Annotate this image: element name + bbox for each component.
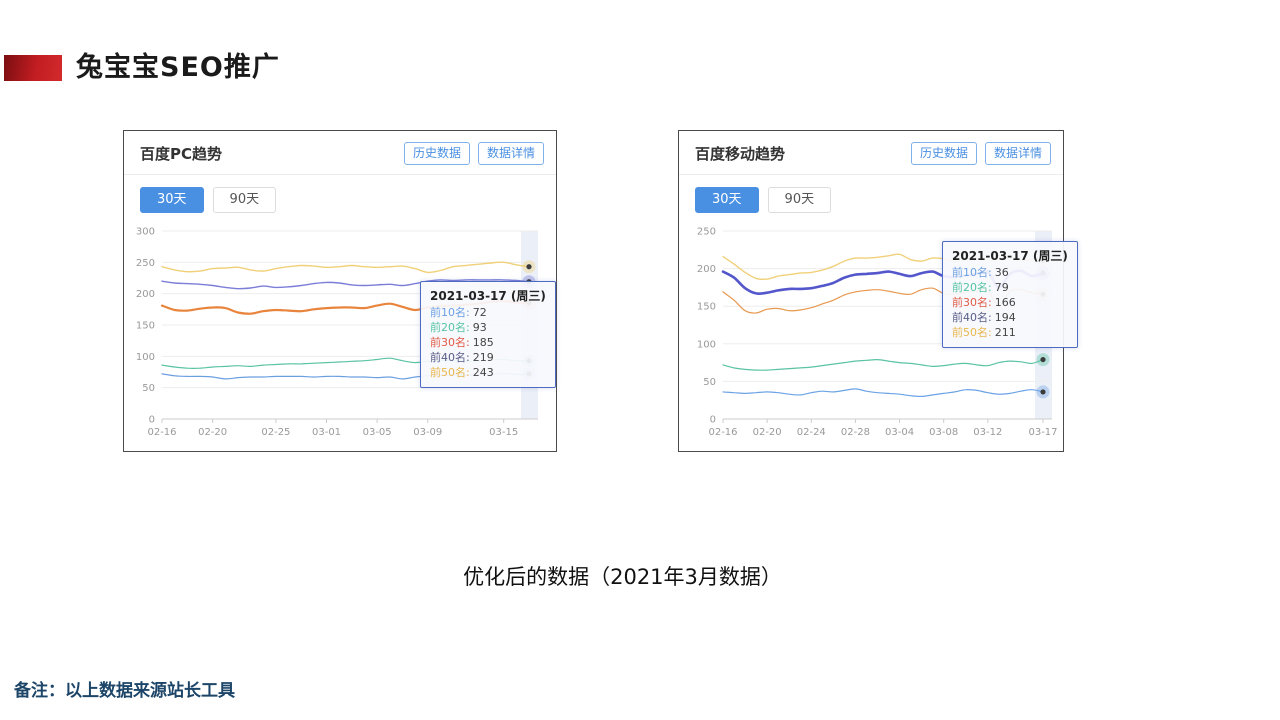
tooltip-row-label: 前10名: — [430, 306, 470, 320]
card-buttons: 历史数据 数据详情 — [910, 142, 1051, 165]
caption-text: 优化后的数据（2021年3月数据） — [463, 565, 782, 589]
chart-title: 百度PC趋势 — [140, 144, 223, 163]
page-title: 兔宝宝SEO推广 — [76, 52, 280, 83]
tooltip-row-label: 前20名: — [952, 281, 992, 295]
svg-text:250: 250 — [136, 258, 155, 269]
tab-90-days[interactable]: 90天 — [767, 186, 832, 213]
tooltip-row-value: 243 — [472, 365, 494, 379]
history-data-button[interactable]: 历史数据 — [403, 142, 470, 165]
tooltip-date: 2021-03-17 (周三) — [430, 288, 546, 303]
tooltip-row: 前50名: 211 — [952, 326, 1068, 341]
tooltip-row: 前50名: 243 — [430, 366, 546, 381]
baidu-mobile-trend-card: 百度移动趋势 历史数据 数据详情 30天 90天 0 50 100 150 200 250… — [678, 130, 1078, 452]
tab-30-days[interactable]: 30天 — [695, 186, 759, 213]
data-detail-button[interactable]: 数据详情 — [984, 142, 1051, 165]
mobile-trend-chart-area[interactable]: 0 50 100 150 200 250 02-16 02-20 02-24 02-28 03-04… — [679, 217, 1078, 457]
svg-text:50: 50 — [703, 377, 716, 388]
svg-text:0: 0 — [710, 414, 716, 425]
card-header: 百度移动趋势 历史数据 数据详情 — [679, 131, 1063, 175]
tooltip-row-value: 93 — [472, 321, 487, 335]
pc-trend-chart-area[interactable]: 0 50 100 150 200 250 300 02-16 02-20 02-25 03-01 03… — [124, 217, 556, 457]
svg-text:02-16: 02-16 — [708, 427, 737, 438]
svg-text:03-09: 03-09 — [413, 427, 442, 438]
tooltip-row-label: 前20名: — [430, 321, 470, 335]
tooltip-row: 前20名: 79 — [952, 281, 1068, 296]
svg-text:50: 50 — [142, 383, 155, 394]
tooltip-row-value: 72 — [472, 306, 487, 320]
tooltip-row-label: 前40名: — [952, 310, 992, 324]
data-detail-button[interactable]: 数据详情 — [477, 142, 544, 165]
tooltip-row: 前40名: 219 — [430, 351, 546, 366]
tooltip-row: 前10名: 36 — [952, 266, 1068, 281]
tooltip-row-value: 166 — [994, 295, 1016, 309]
tooltip-row-label: 前30名: — [430, 335, 470, 349]
tooltip-row-value: 194 — [994, 310, 1016, 324]
tooltip-row: 前30名: 185 — [430, 336, 546, 351]
svg-text:03-01: 03-01 — [312, 427, 341, 438]
svg-text:150: 150 — [697, 302, 716, 313]
svg-text:03-12: 03-12 — [973, 427, 1002, 438]
svg-text:03-05: 03-05 — [363, 427, 392, 438]
svg-text:100: 100 — [697, 339, 716, 350]
svg-text:100: 100 — [136, 352, 155, 363]
chart-tooltip: 2021-03-17 (周三) 前10名: 36 前20名: 79 前30名: 166… — [942, 240, 1078, 349]
tooltip-row: 前20名: 93 — [430, 321, 546, 336]
tooltip-row-value: 211 — [994, 325, 1016, 339]
range-tabs: 30天 90天 — [124, 175, 556, 213]
baidu-pc-trend-card: 百度PC趋势 历史数据 数据详情 30天 90天 0 50 100 150 200 250… — [123, 130, 557, 452]
svg-text:300: 300 — [136, 226, 155, 237]
svg-text:02-28: 02-28 — [841, 427, 870, 438]
svg-text:03-04: 03-04 — [885, 427, 914, 438]
tooltip-row-label: 前30名: — [952, 295, 992, 309]
tooltip-row: 前10名: 72 — [430, 306, 546, 321]
svg-text:02-16: 02-16 — [147, 427, 176, 438]
tooltip-row: 前30名: 166 — [952, 296, 1068, 311]
svg-text:200: 200 — [697, 264, 716, 275]
range-tabs: 30天 90天 — [679, 175, 1063, 213]
tooltip-row-value: 185 — [472, 335, 494, 349]
tooltip-row-label: 前10名: — [952, 266, 992, 280]
tooltip-date: 2021-03-17 (周三) — [952, 248, 1068, 263]
svg-text:02-20: 02-20 — [753, 427, 782, 438]
svg-text:02-20: 02-20 — [198, 427, 227, 438]
svg-text:250: 250 — [697, 226, 716, 237]
tooltip-row-label: 前40名: — [430, 350, 470, 364]
chart-title: 百度移动趋势 — [695, 144, 786, 163]
svg-text:02-24: 02-24 — [797, 427, 826, 438]
tooltip-row-label: 前50名: — [430, 365, 470, 379]
tooltip-row-value: 79 — [994, 281, 1009, 295]
title-accent-bar — [4, 55, 62, 81]
svg-text:0: 0 — [149, 414, 155, 425]
card-header: 百度PC趋势 历史数据 数据详情 — [124, 131, 556, 175]
chart-tooltip: 2021-03-17 (周三) 前10名: 72 前20名: 93 前30名: 185… — [420, 280, 556, 389]
svg-text:03-08: 03-08 — [929, 427, 958, 438]
tab-30-days[interactable]: 30天 — [140, 186, 204, 213]
tab-90-days[interactable]: 90天 — [212, 186, 277, 213]
history-data-button[interactable]: 历史数据 — [910, 142, 977, 165]
tooltip-row-value: 36 — [994, 266, 1009, 280]
card-buttons: 历史数据 数据详情 — [403, 142, 544, 165]
footnote-text: 备注：以上数据来源站长工具 — [14, 681, 235, 701]
tooltip-row-label: 前50名: — [952, 325, 992, 339]
svg-text:200: 200 — [136, 289, 155, 300]
tooltip-row-value: 219 — [472, 350, 494, 364]
svg-text:03-17: 03-17 — [1028, 427, 1057, 438]
tooltip-row: 前40名: 194 — [952, 311, 1068, 326]
svg-text:150: 150 — [136, 320, 155, 331]
svg-text:03-15: 03-15 — [489, 427, 518, 438]
svg-text:02-25: 02-25 — [261, 427, 290, 438]
